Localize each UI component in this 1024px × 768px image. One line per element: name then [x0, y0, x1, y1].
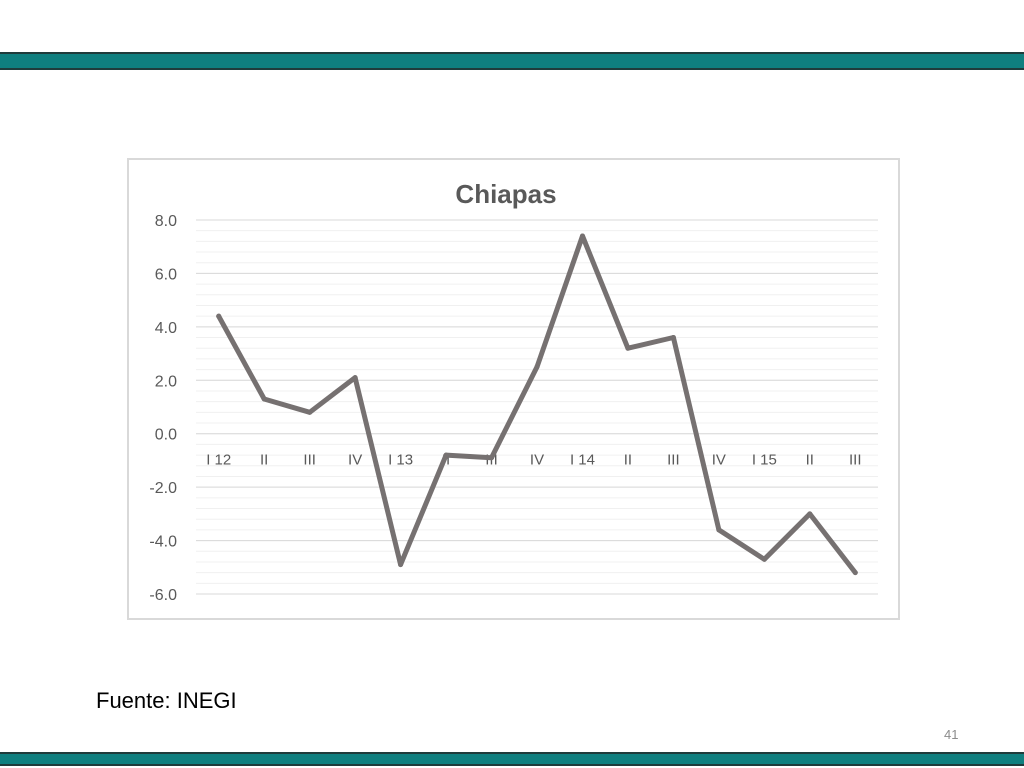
data-point [443, 452, 449, 458]
y-tick-label: 8.0 [155, 213, 177, 230]
data-point [852, 570, 858, 576]
y-tick-label: 6.0 [155, 266, 177, 283]
x-tick-label: I 12 [206, 452, 231, 469]
data-point [761, 556, 767, 562]
x-tick-label: III [849, 452, 862, 469]
x-tick-label: IV [530, 452, 544, 469]
data-point [716, 527, 722, 533]
data-point [307, 409, 313, 415]
data-point [625, 345, 631, 351]
y-tick-label: 2.0 [155, 373, 177, 390]
x-tick-label: II [806, 452, 814, 469]
data-point [579, 233, 585, 239]
y-tick-label: -4.0 [149, 534, 177, 551]
data-point [807, 511, 813, 517]
x-tick-label: IV [348, 452, 362, 469]
x-tick-label: II [260, 452, 268, 469]
chart-title: Chiapas [455, 179, 556, 209]
x-tick-label: I 13 [388, 452, 413, 469]
x-tick-label: I 14 [570, 452, 595, 469]
data-point [534, 364, 540, 370]
page-number: 41 [944, 727, 959, 742]
data-point [216, 313, 222, 319]
chart-frame: 8.0 6.0 4.0 2.0 0.0 -2.0 -4.0 -6.0 I 12 II III IV I … [127, 158, 900, 620]
series-line [216, 233, 858, 576]
data-point [398, 562, 404, 568]
data-point [352, 375, 358, 381]
y-tick-label: 4.0 [155, 320, 177, 337]
data-point [489, 455, 495, 461]
x-tick-label: III [303, 452, 316, 469]
y-tick-label: -6.0 [149, 587, 177, 604]
x-tick-label: I 15 [752, 452, 777, 469]
bottom-band [0, 752, 1024, 766]
y-tick-label: -2.0 [149, 480, 177, 497]
x-tick-label: II [624, 452, 632, 469]
x-tick-label: III [667, 452, 680, 469]
x-tick-label: IV [712, 452, 726, 469]
top-band [0, 52, 1024, 70]
line-chart: 8.06.04.02.00.0-2.0-4.0-6.0I 12 II III IV I … [149, 179, 878, 604]
data-point [261, 396, 267, 402]
data-point [670, 335, 676, 341]
source-note: Fuente: INEGI [96, 688, 237, 713]
y-tick-label: 0.0 [155, 427, 177, 444]
